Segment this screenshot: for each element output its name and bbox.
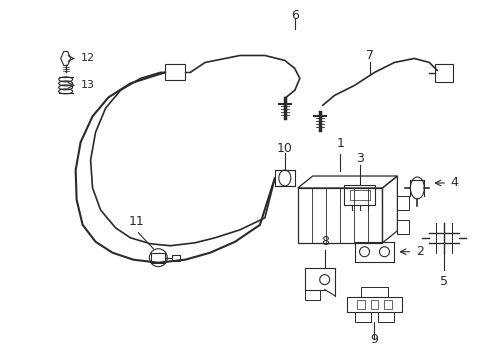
Text: 13: 13 — [81, 80, 95, 90]
Bar — [397, 197, 408, 210]
Text: 12: 12 — [81, 54, 95, 63]
Bar — [343, 185, 375, 205]
Bar — [172, 255, 180, 261]
Bar — [304, 289, 319, 300]
Text: 1: 1 — [336, 137, 344, 150]
Bar — [354, 312, 370, 323]
Bar — [346, 297, 402, 312]
Bar — [370, 300, 378, 310]
Bar — [151, 253, 165, 263]
Text: 2: 2 — [415, 245, 424, 258]
Text: 8: 8 — [320, 235, 328, 248]
Text: 4: 4 — [449, 176, 457, 189]
Text: 7: 7 — [365, 49, 373, 62]
Bar — [349, 190, 369, 200]
Text: 10: 10 — [276, 141, 292, 155]
Text: 3: 3 — [355, 152, 363, 165]
Bar — [434, 64, 452, 82]
Text: 5: 5 — [439, 275, 447, 288]
Bar — [397, 220, 408, 234]
Text: 9: 9 — [370, 333, 378, 346]
Bar — [356, 300, 364, 310]
Text: 6: 6 — [290, 9, 298, 22]
Bar — [378, 312, 394, 323]
Bar — [384, 300, 392, 310]
Bar — [360, 287, 387, 297]
Bar — [297, 188, 382, 243]
Bar — [165, 64, 185, 80]
Text: 11: 11 — [128, 215, 144, 228]
Bar — [274, 170, 294, 186]
